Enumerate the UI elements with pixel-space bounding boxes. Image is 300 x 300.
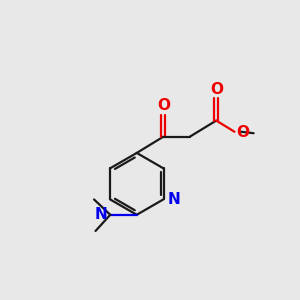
Text: O: O xyxy=(157,98,170,113)
Text: O: O xyxy=(237,125,250,140)
Text: N: N xyxy=(167,192,180,207)
Text: O: O xyxy=(210,82,223,97)
Text: N: N xyxy=(94,207,107,222)
